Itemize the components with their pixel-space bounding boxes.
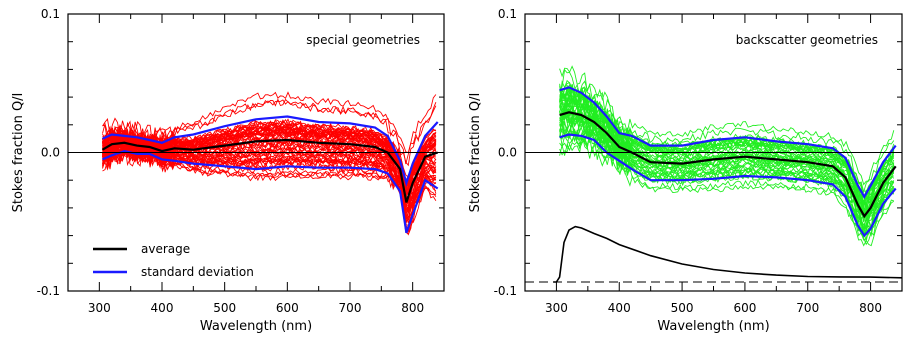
y-axis-label: Stokes fraction Q/I [11,93,26,213]
std-lower-line [102,149,439,234]
plot-area [101,91,439,236]
individual-spectrum-line [102,124,437,187]
x-tick-label: 800 [859,301,882,315]
individual-spectrum-line [559,139,895,247]
y-tick-label: -0.1 [37,284,60,298]
individual-spectrum-line [559,100,895,216]
average-line [101,138,439,203]
x-tick-label: 500 [671,301,694,315]
average-line [559,111,897,219]
legend-label-average: average [141,242,190,256]
individual-spectrum-line [102,91,437,154]
panel-backscatter-geometries: 300 400 500 600 700 800 -0.1 0.0 0.1 Wavelength (… [468,7,903,334]
legend-label-std: standard deviation [141,265,254,279]
x-tick-label: 600 [276,301,299,315]
individual-spectrum-line [559,121,895,232]
x-tick-label: 400 [151,301,174,315]
y-tick-label: -0.1 [494,284,517,298]
panel-annotation: backscatter geometries [736,33,878,47]
individual-spectrum-line [102,140,437,224]
x-tick-label: 700 [339,301,362,315]
x-tick-label: 700 [796,301,819,315]
std-upper-line [102,115,439,187]
y-tick-label: 0.0 [41,146,60,160]
y-tick-label: 0.1 [41,7,60,21]
x-tick-label: 800 [401,301,424,315]
x-tick-label: 400 [608,301,631,315]
y-tick-label: 0.1 [498,7,517,21]
individual-spectrum-line [102,147,436,233]
panel-special-geometries: 300 400 500 600 700 800 -0.1 0.0 0.1 Wavelength (… [11,7,445,334]
std-upper-line [559,86,897,200]
x-axis-label: Wavelength (nm) [200,319,312,334]
std-lower-line [559,133,897,238]
individual-spectrum-line [559,65,895,186]
x-tick-label: 300 [545,301,568,315]
x-tick-label: 300 [88,301,111,315]
plot-area [525,65,902,283]
y-tick-label: 0.0 [498,146,517,160]
panel-annotation: special geometries [306,33,420,47]
x-axis-label: Wavelength (nm) [657,319,769,334]
legend: average standard deviation [93,242,254,279]
x-tick-label: 600 [733,301,756,315]
y-axis-label: Stokes fraction Q/I [468,93,483,213]
x-tick-label: 500 [213,301,236,315]
individual-spectrum-line [559,83,895,208]
individual-spectrum-line [559,90,894,205]
reference-spectrum-line [553,225,902,283]
